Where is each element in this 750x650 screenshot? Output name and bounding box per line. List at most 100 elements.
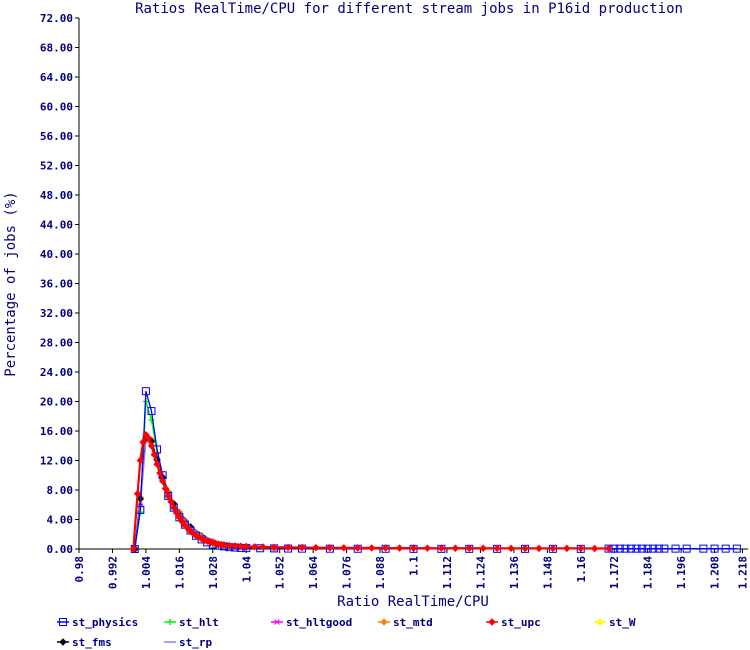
plot-area — [129, 387, 741, 553]
data-point — [682, 544, 691, 553]
x-tick-label: 1.218 — [736, 556, 749, 589]
data-point — [156, 469, 164, 477]
data-point — [632, 544, 641, 553]
legend-item-st-fms: st_fms — [57, 636, 112, 649]
legend-label: st_mtd — [393, 616, 433, 629]
chart-title: Ratios RealTime/CPU for different stream… — [135, 1, 683, 17]
y-tick-label: 72.00 — [40, 12, 73, 25]
series-st-upc — [129, 430, 613, 553]
data-point — [259, 543, 267, 551]
data-point — [153, 460, 161, 468]
x-tick-label: 1.004 — [140, 556, 153, 589]
legend-label: st_physics — [72, 616, 138, 629]
legend-item-st-W: st_W — [594, 616, 636, 629]
data-point — [367, 544, 376, 552]
data-point — [507, 544, 515, 553]
x-tick-label: 1.148 — [541, 556, 554, 589]
series-line — [132, 432, 609, 550]
data-point — [236, 542, 245, 550]
x-tick-label: 1.1 — [408, 556, 421, 576]
data-point — [133, 489, 142, 498]
y-tick-label: 12.00 — [40, 455, 73, 468]
y-tick-label: 40.00 — [40, 248, 73, 261]
legend-marker — [274, 619, 280, 625]
data-point — [409, 544, 418, 552]
y-tick-label: 32.00 — [40, 307, 73, 320]
data-point — [621, 544, 630, 553]
y-tick-label: 24.00 — [40, 366, 73, 379]
data-point — [136, 456, 145, 465]
data-point — [231, 542, 239, 550]
data-point — [615, 544, 624, 553]
data-point — [577, 544, 585, 553]
data-point — [147, 407, 156, 416]
x-tick-label: 1.208 — [709, 556, 722, 589]
series-line — [134, 401, 275, 550]
x-axis-label: Ratio RealTime/CPU — [337, 594, 489, 610]
x-tick-label: 1.184 — [642, 556, 655, 589]
data-point — [170, 503, 178, 512]
y-tick-label: 60.00 — [40, 101, 73, 114]
x-tick-label: 1.124 — [474, 556, 487, 589]
data-point — [164, 492, 172, 500]
data-point — [479, 544, 487, 552]
data-point — [129, 545, 138, 553]
legend-marker — [380, 618, 388, 626]
axes: 0.00 4.00 8.00 12.00 16.00 20.00 24.00 28.00 32.… — [40, 12, 750, 589]
legend-marker — [488, 618, 496, 626]
y-tick-label: 36.00 — [40, 278, 73, 291]
x-tick-label: 1.064 — [307, 556, 320, 589]
data-point — [147, 442, 156, 450]
data-point — [521, 544, 529, 553]
y-tick-label: 52.00 — [40, 160, 73, 173]
x-tick-label: 1.052 — [274, 556, 287, 589]
data-point — [563, 544, 571, 553]
data-point — [423, 544, 432, 552]
legend-item-st-hltgood: st_hltgood — [271, 616, 352, 629]
data-point — [451, 544, 460, 552]
legend-label: st_W — [609, 616, 636, 629]
data-point — [721, 544, 730, 553]
y-tick-label: 64.00 — [40, 71, 73, 84]
data-point — [638, 544, 647, 553]
data-point — [158, 477, 167, 485]
legend-item-st-upc: st_upc — [486, 616, 541, 629]
data-point — [395, 544, 404, 552]
data-point — [465, 544, 473, 552]
y-tick-label: 48.00 — [40, 189, 73, 202]
legend-label: st_fms — [72, 636, 112, 649]
data-point — [535, 544, 543, 553]
data-point — [326, 544, 334, 552]
data-point — [161, 484, 170, 493]
series-st-physics — [130, 387, 741, 553]
data-point — [141, 387, 150, 396]
legend: st_physics st_hlt st_hltgood st_mtd st_upc st… — [57, 616, 636, 649]
x-tick-label: 1.112 — [441, 556, 454, 589]
data-point — [144, 434, 153, 443]
data-point — [732, 544, 741, 553]
x-tick-label: 1.016 — [173, 556, 186, 589]
data-point — [220, 541, 228, 549]
legend-item-st-mtd: st_mtd — [378, 616, 433, 629]
y-tick-label: 4.00 — [47, 514, 74, 527]
y-tick-label: 0.00 — [47, 543, 74, 556]
y-axis-label-group: Percentage of jobs (%) — [3, 191, 19, 376]
legend-item-st-rp: st_rp — [164, 636, 212, 649]
x-tick-label: 1.172 — [608, 556, 621, 589]
data-point — [493, 544, 501, 553]
data-point — [649, 544, 658, 553]
data-point — [172, 509, 181, 517]
data-point — [242, 542, 250, 551]
x-tick-label: 1.076 — [341, 556, 354, 589]
legend-item-st-hlt: st_hlt — [164, 616, 219, 629]
y-tick-label: 44.00 — [40, 219, 73, 232]
data-point — [312, 543, 320, 552]
data-point — [549, 544, 557, 553]
legend-label: st_upc — [501, 616, 541, 629]
y-tick-label: 28.00 — [40, 337, 73, 350]
data-point — [167, 498, 175, 506]
y-axis-label: Percentage of jobs (%) — [3, 191, 19, 376]
data-point — [381, 544, 390, 552]
data-point — [699, 544, 708, 553]
